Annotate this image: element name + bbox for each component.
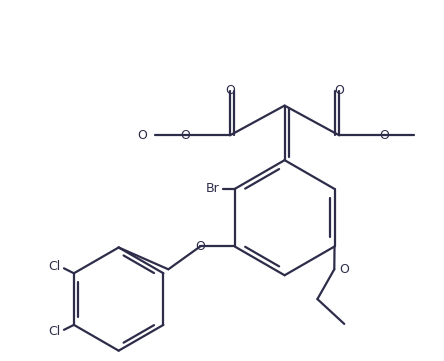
Text: O: O — [138, 129, 147, 142]
Text: O: O — [195, 240, 205, 253]
Text: O: O — [339, 263, 349, 276]
Text: Cl: Cl — [49, 325, 61, 338]
Text: O: O — [225, 84, 235, 97]
Text: O: O — [379, 129, 389, 142]
Text: Cl: Cl — [49, 260, 61, 273]
Text: Br: Br — [206, 182, 220, 195]
Text: O: O — [334, 84, 344, 97]
Text: O: O — [180, 129, 190, 142]
